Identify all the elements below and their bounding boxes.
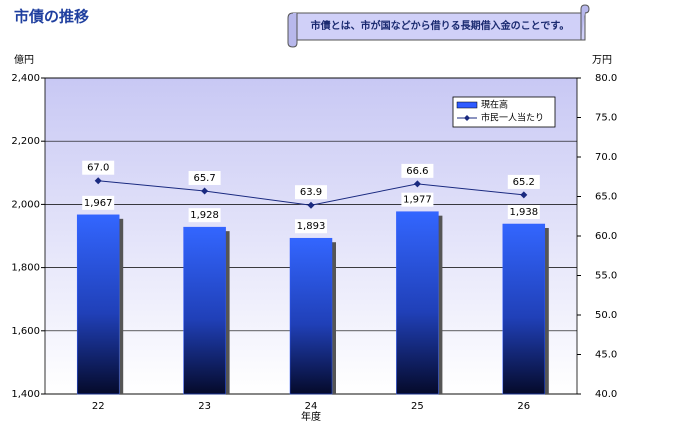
- data-label: 65.7: [193, 173, 215, 184]
- marker: [520, 191, 528, 199]
- bar: [76, 214, 120, 395]
- y2-tick-label: 55.0: [595, 271, 617, 282]
- data-label: 1,928: [190, 210, 219, 221]
- note: 市債とは、市が国などから借りる長期借入金のことです。: [311, 19, 570, 32]
- data-label-box: [295, 219, 327, 234]
- y-tick-label: 1,600: [11, 326, 40, 337]
- x-tick-label: 24: [305, 401, 318, 412]
- bar: [396, 211, 439, 395]
- y-tick-label: 1,400: [11, 389, 40, 400]
- y-tick-label: 2,000: [11, 199, 40, 210]
- data-label: 65.2: [513, 177, 535, 188]
- data-label-box: [507, 174, 540, 189]
- data-label: 1,967: [84, 198, 113, 209]
- bar: [183, 226, 226, 395]
- x-tick-label: 26: [517, 401, 530, 412]
- marker: [94, 177, 102, 185]
- data-label-box: [507, 204, 540, 219]
- y2-tick-label: 60.0: [595, 231, 617, 242]
- data-label-box: [82, 160, 115, 175]
- x-tick-label: 22: [92, 401, 105, 412]
- data-label-box: [401, 163, 434, 178]
- legend-label: 現在高: [481, 99, 508, 111]
- data-label-box: [188, 170, 221, 185]
- y-tick-label: 2,400: [11, 73, 40, 84]
- y2-axis-label: 万円: [592, 55, 612, 66]
- data-label-box: [295, 185, 327, 200]
- y-tick-label: 1,800: [11, 263, 40, 274]
- bar: [502, 223, 546, 395]
- data-label: 1,977: [403, 195, 432, 206]
- marker: [201, 187, 209, 195]
- legend-swatch: [456, 101, 478, 109]
- bar: [289, 237, 333, 395]
- data-label: 66.6: [406, 166, 428, 177]
- y2-tick-label: 75.0: [595, 113, 617, 124]
- data-label: 1,893: [297, 221, 326, 232]
- note-banner: 市債とは、市が国などから借りる長期借入金のことです。: [287, 4, 590, 48]
- y-tick-label: 2,200: [11, 136, 40, 147]
- y2-tick-label: 65.0: [595, 192, 617, 203]
- legend-marker: [464, 115, 470, 121]
- y2-tick-label: 50.0: [595, 310, 617, 321]
- y2-tick-label: 70.0: [595, 152, 617, 163]
- data-label-box: [401, 192, 434, 207]
- y2-tick-label: 40.0: [595, 389, 617, 400]
- x-tick-label: 25: [411, 401, 424, 412]
- y2-tick-label: 45.0: [595, 350, 617, 361]
- data-label-box: [188, 208, 221, 223]
- marker: [413, 180, 421, 188]
- marker: [307, 201, 315, 209]
- x-axis-label: 年度: [301, 410, 321, 423]
- data-label-box: [82, 195, 115, 210]
- y2-tick-label: 80.0: [595, 73, 617, 84]
- data-label: 1,938: [509, 207, 538, 218]
- legend-label: 市民一人当たり: [481, 112, 544, 124]
- x-tick-label: 23: [198, 401, 211, 412]
- data-label: 63.9: [300, 187, 322, 198]
- y-axis-label: 億円: [14, 53, 34, 66]
- chart-title: 市債の推移: [14, 8, 89, 26]
- data-label: 67.0: [87, 163, 109, 174]
